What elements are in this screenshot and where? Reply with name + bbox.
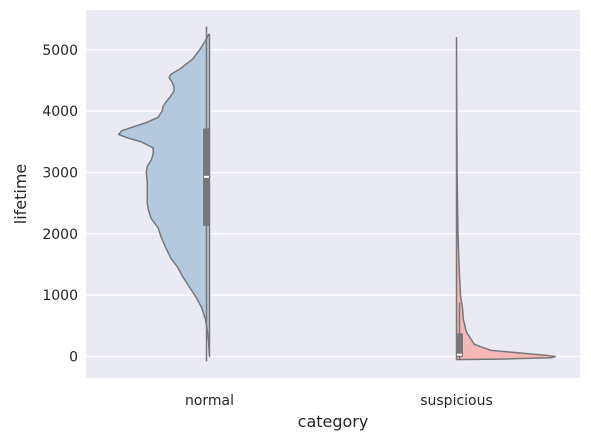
y-tick-label: 0 bbox=[69, 350, 78, 366]
violin-normal bbox=[117, 26, 211, 362]
violins bbox=[117, 26, 557, 362]
y-tick-labels: 0 1000 2000 3000 4000 5000 bbox=[42, 43, 78, 366]
violin-suspicious bbox=[455, 36, 557, 361]
x-tick-label-normal: normal bbox=[185, 393, 234, 409]
iqr-box-suspicious bbox=[456, 333, 463, 358]
x-tick-labels: normal suspicious bbox=[185, 393, 493, 409]
y-tick-label: 3000 bbox=[42, 166, 78, 182]
y-tick-label: 1000 bbox=[42, 288, 78, 304]
x-axis-label: category bbox=[298, 412, 369, 431]
y-tick-label: 5000 bbox=[42, 43, 78, 59]
x-tick-label-suspicious: suspicious bbox=[420, 393, 493, 409]
violin-body-normal bbox=[117, 33, 211, 358]
y-axis-label: lifetime bbox=[11, 164, 30, 225]
y-tick-label: 2000 bbox=[42, 227, 78, 243]
violin-body-suspicious bbox=[455, 36, 557, 361]
y-tick-label: 4000 bbox=[42, 104, 78, 120]
